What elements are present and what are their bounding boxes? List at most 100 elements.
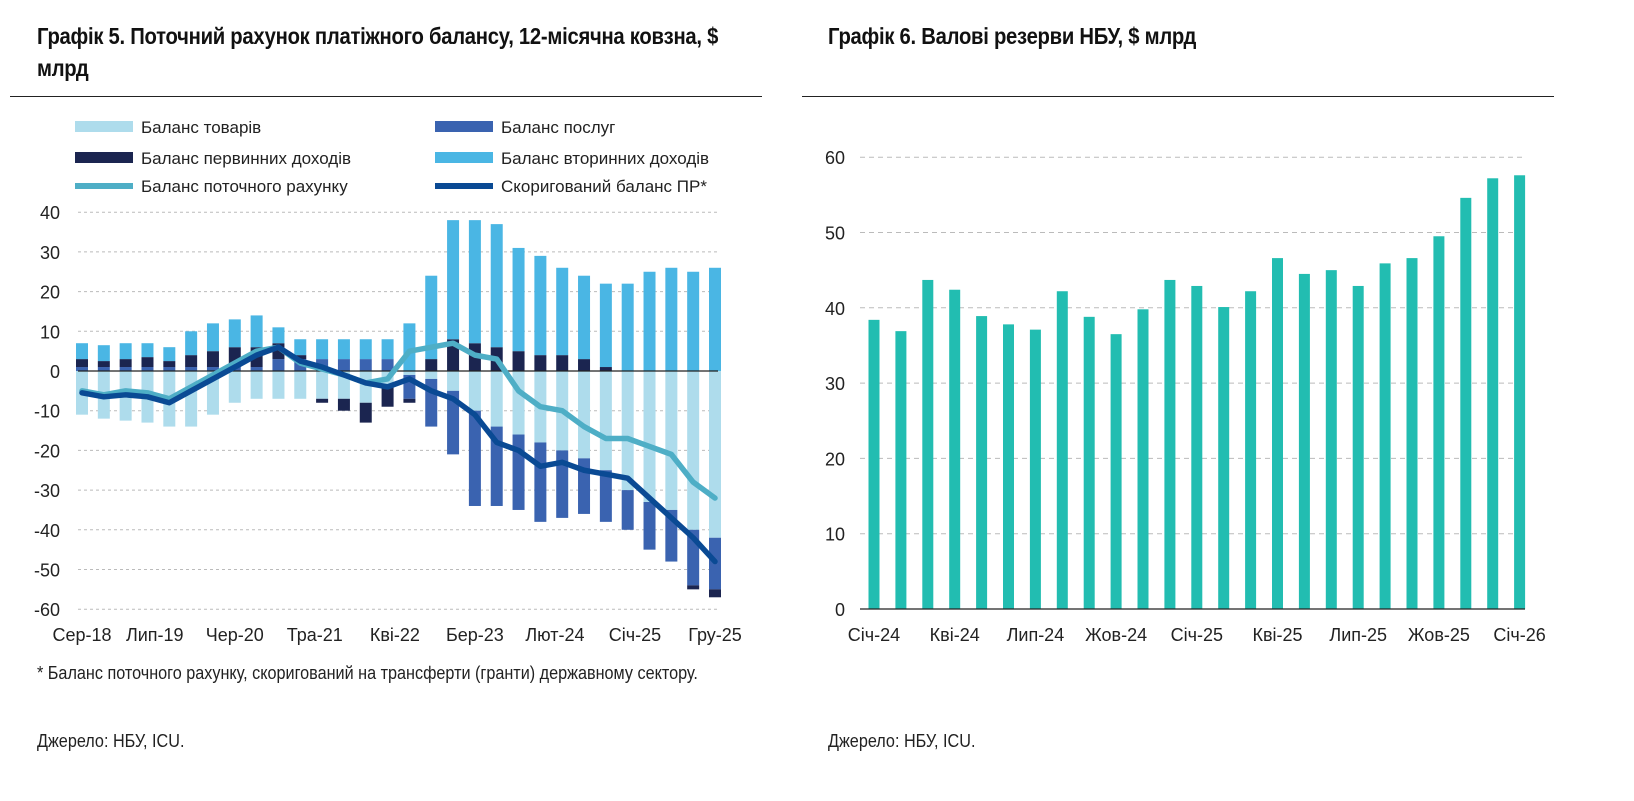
x-tick-label: Жов-25	[1408, 625, 1470, 645]
bar-Баланс-послуг	[119, 367, 132, 371]
legend-label: Баланс товарів	[141, 118, 261, 137]
chart6-divider	[802, 96, 1554, 97]
chart6-source: Джерело: НБУ, ICU.	[828, 731, 976, 751]
x-tick-label: Жов-24	[1085, 625, 1147, 645]
bar-Баланс-вторинних-доходів	[119, 343, 132, 360]
x-tick-label: Лип-25	[1329, 625, 1387, 645]
y-tick-label: 0	[835, 600, 845, 620]
bar-Баланс-послуг	[468, 410, 481, 506]
bar-Баланс-послуг	[381, 359, 394, 371]
bar-Баланс-вторинних-доходів	[621, 283, 634, 371]
bar-Баланс-товарів	[687, 371, 700, 530]
reserve-bar	[1352, 285, 1364, 609]
x-tick-label: Січ-25	[1171, 625, 1223, 645]
reserve-bar	[1298, 273, 1310, 609]
y-tick-label: 10	[40, 322, 60, 342]
reserve-bar	[1056, 291, 1068, 609]
reserve-bar	[1325, 270, 1337, 609]
bar-Баланс-вторинних-доходів	[643, 271, 656, 371]
x-tick-label: Гру-25	[688, 625, 742, 645]
bar-Баланс-вторинних-доходів	[163, 347, 176, 362]
bar-Баланс-первинних-доходів	[687, 585, 700, 590]
bar-Баланс-первинних-доходів	[381, 386, 394, 407]
reserve-bar	[922, 279, 934, 609]
y-tick-label: 10	[825, 525, 845, 545]
y-tick-label: 40	[825, 299, 845, 319]
legend-label: Баланс поточного рахунку	[141, 177, 348, 196]
bar-Баланс-послуг	[250, 367, 263, 371]
bar-Баланс-послуг	[185, 367, 198, 371]
x-tick-label: Чер-20	[206, 625, 264, 645]
bar-Баланс-послуг	[599, 470, 612, 522]
bar-Баланс-первинних-доходів	[709, 589, 721, 598]
bar-Баланс-первинних-доходів	[578, 359, 591, 371]
line-Баланс-поточного-рахунку	[79, 340, 718, 501]
legend-swatch	[435, 152, 493, 163]
legend-swatch	[75, 121, 133, 132]
bar-Баланс-вторинних-доходів	[141, 343, 154, 358]
bar-Баланс-вторинних-доходів	[185, 331, 198, 356]
bar-Баланс-товарів	[316, 371, 329, 399]
y-tick-label: 50	[825, 224, 845, 244]
bar-Баланс-товарів	[228, 371, 241, 403]
bar-Баланс-первинних-доходів	[534, 355, 547, 371]
bar-Баланс-товарів	[643, 371, 656, 503]
reserve-bar	[1272, 258, 1283, 609]
bar-Баланс-товарів	[447, 371, 460, 391]
bar-Баланс-вторинних-доходів	[447, 220, 460, 340]
y-tick-label: 0	[50, 362, 60, 382]
reserve-bar	[1110, 334, 1122, 609]
bar-Баланс-первинних-доходів	[119, 359, 132, 368]
y-tick-label: 40	[40, 203, 60, 223]
bar-Баланс-товарів	[621, 371, 634, 491]
reserve-bar	[895, 331, 907, 609]
reserve-bar	[868, 319, 880, 609]
reserve-bar	[1514, 175, 1526, 609]
y-tick-label: 20	[40, 283, 60, 303]
bar-Баланс-вторинних-доходів	[337, 339, 350, 360]
reserve-bar	[1379, 263, 1391, 609]
bar-Баланс-послуг	[534, 442, 547, 522]
legend-swatch	[75, 152, 133, 163]
x-tick-label: Кві-22	[370, 625, 420, 645]
bar-Баланс-первинних-доходів	[556, 355, 569, 371]
y-tick-label: 30	[825, 374, 845, 394]
bar-Баланс-вторинних-доходів	[556, 267, 569, 356]
x-tick-label: Січ-24	[848, 625, 900, 645]
reserve-bar	[949, 289, 961, 609]
bar-Баланс-первинних-доходів	[163, 361, 176, 368]
y-tick-label: -30	[34, 481, 60, 501]
bar-Баланс-послуг	[163, 367, 176, 371]
y-tick-label: -50	[34, 561, 60, 581]
bar-Баланс-первинних-доходів	[425, 359, 438, 371]
bar-Баланс-послуг	[643, 502, 656, 550]
y-tick-label: 20	[825, 449, 845, 469]
reserve-bar	[1460, 197, 1472, 609]
bar-Баланс-первинних-доходів	[599, 367, 612, 371]
bar-Баланс-послуг	[621, 490, 634, 530]
bar-Баланс-послуг	[512, 434, 525, 510]
bar-Баланс-вторинних-доходів	[403, 323, 416, 371]
bar-Баланс-вторинних-доходів	[709, 267, 721, 371]
bar-Баланс-вторинних-доходів	[97, 345, 110, 362]
bar-Баланс-послуг	[447, 390, 460, 455]
bar-Баланс-первинних-доходів	[294, 355, 307, 360]
bar-Баланс-товарів	[468, 371, 481, 411]
chart5-divider	[10, 96, 762, 97]
x-tick-label: Сер-18	[52, 625, 111, 645]
x-tick-label: Лют-24	[525, 625, 584, 645]
bar-Баланс-первинних-доходів	[403, 398, 416, 403]
reserve-bar	[1137, 309, 1149, 609]
bar-Баланс-послуг	[97, 367, 110, 371]
bar-Баланс-вторинних-доходів	[206, 323, 219, 352]
y-tick-label: -20	[34, 441, 60, 461]
chart5-title: Графік 5. Поточний рахунок платіжного ба…	[37, 23, 719, 81]
bar-Баланс-вторинних-доходів	[512, 247, 525, 352]
bar-Баланс-первинних-доходів	[141, 357, 154, 368]
bar-Баланс-послуг	[272, 359, 285, 371]
bar-Баланс-вторинних-доходів	[534, 255, 547, 356]
x-tick-label: Січ-25	[609, 625, 661, 645]
bar-Баланс-товарів	[490, 371, 503, 427]
bar-Баланс-вторинних-доходів	[359, 339, 372, 360]
chart6-title: Графік 6. Валові резерви НБУ, $ млрд	[828, 23, 1197, 49]
